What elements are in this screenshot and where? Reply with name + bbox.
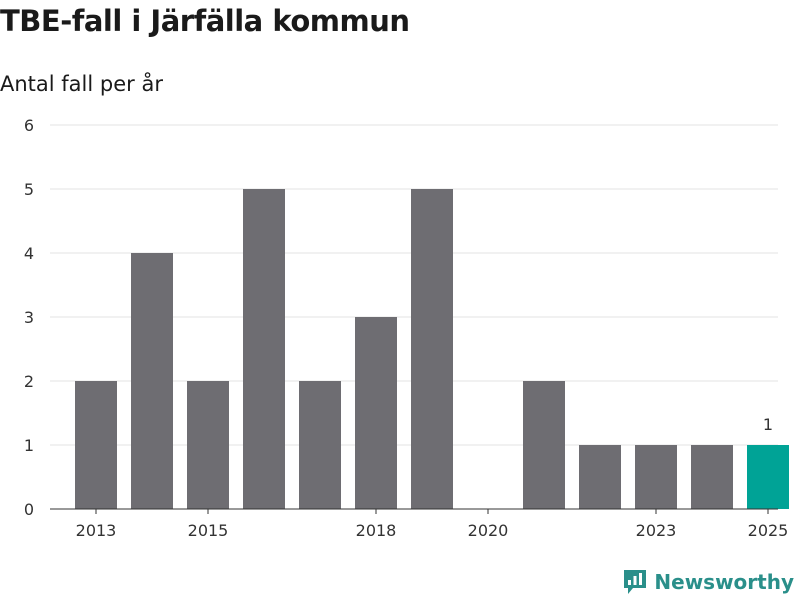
- bar-2022: [579, 445, 621, 509]
- bar-2023: [635, 445, 677, 509]
- y-tick-label: 5: [24, 180, 34, 199]
- x-tick-label: 2013: [76, 521, 117, 540]
- y-tick-label: 3: [24, 308, 34, 327]
- newsworthy-logo-text: Newsworthy: [654, 570, 794, 594]
- bar-2019: [411, 189, 453, 509]
- x-tick-label: 2018: [356, 521, 397, 540]
- x-tick-label: 2025: [748, 521, 789, 540]
- bar-2013: [75, 381, 117, 509]
- y-tick-label: 4: [24, 244, 34, 263]
- data-label: 1: [763, 415, 773, 434]
- chart-subtitle: Antal fall per år: [0, 72, 163, 96]
- newsworthy-logo-icon: [624, 570, 647, 594]
- y-tick-label: 0: [24, 500, 34, 519]
- bar-2016: [243, 189, 285, 509]
- y-tick-label: 2: [24, 372, 34, 391]
- bar-2017: [299, 381, 341, 509]
- y-tick-label: 1: [24, 436, 34, 455]
- chart-title: TBE-fall i Järfälla kommun: [0, 4, 410, 38]
- bar-2024: [691, 445, 733, 509]
- bar-2015: [187, 381, 229, 509]
- x-tick-label: 2015: [188, 521, 229, 540]
- bar-2018: [355, 317, 397, 509]
- bar-2014: [131, 253, 173, 509]
- bar-2025: [747, 445, 789, 509]
- x-tick-label: 2023: [636, 521, 677, 540]
- bar-2021: [523, 381, 565, 509]
- x-tick-label: 2020: [468, 521, 509, 540]
- newsworthy-logo: Newsworthy: [622, 568, 794, 596]
- y-tick-label: 6: [24, 116, 34, 135]
